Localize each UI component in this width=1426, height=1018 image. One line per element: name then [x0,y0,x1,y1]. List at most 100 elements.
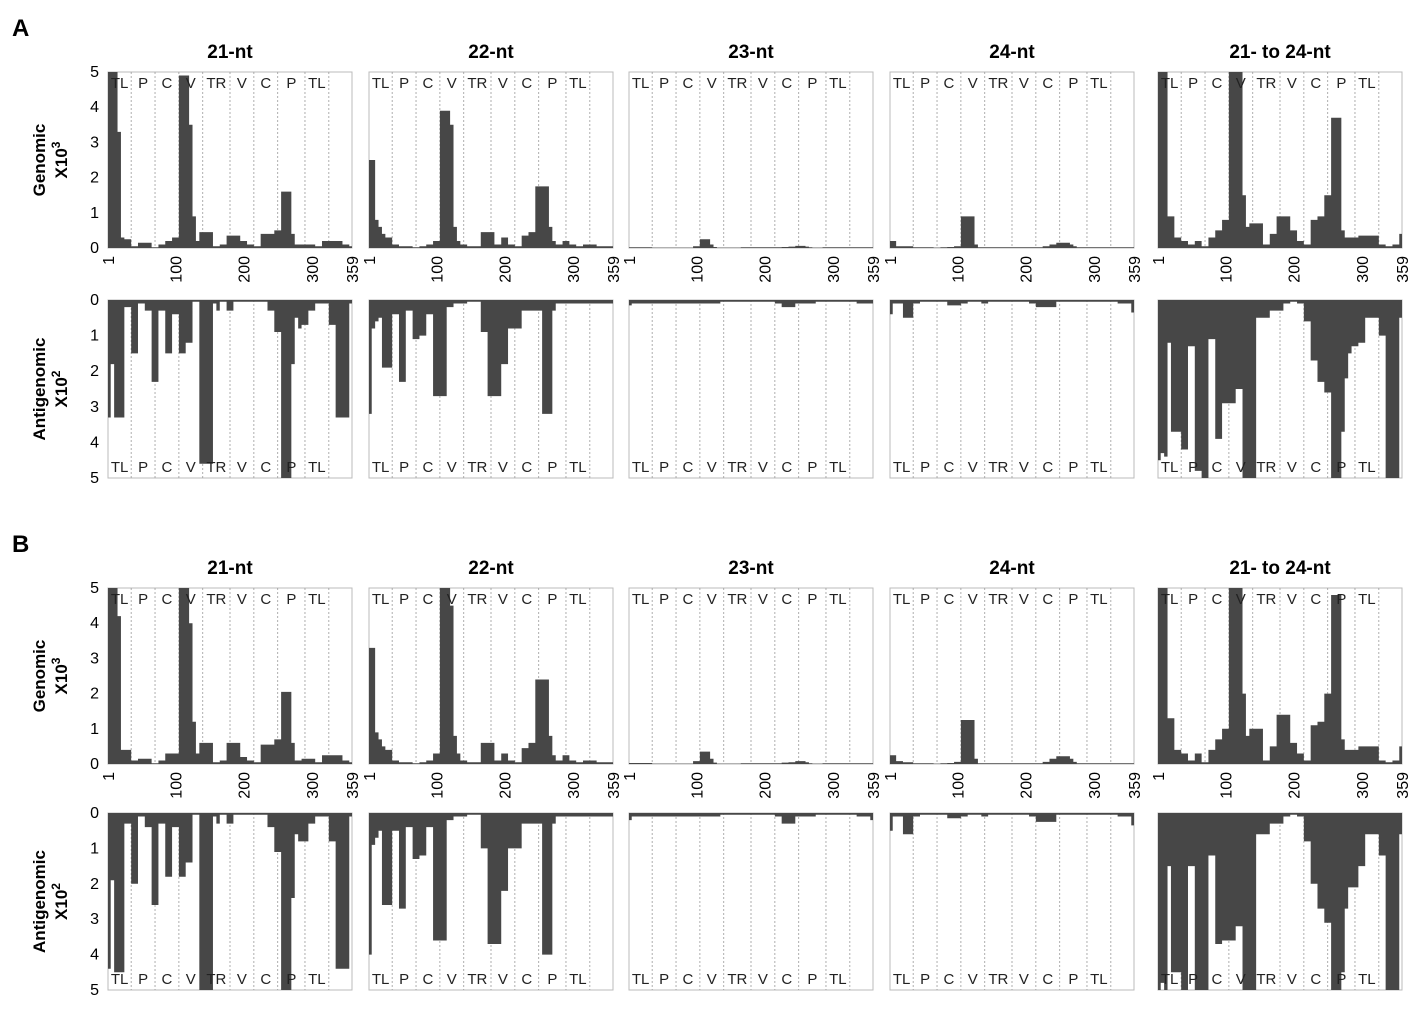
x-tick-label: 300 [566,772,583,799]
x-tick-label: 1 [622,772,639,781]
genomic-region-label: C [944,591,955,608]
x-tick-label: 1 [1151,256,1168,265]
x-tick-label: 100 [429,772,446,799]
antigenomic-series-area [108,813,352,990]
x-tick-label: 100 [168,772,185,799]
genomic-series-area [369,110,613,248]
antigenomic-region-label: P [807,971,817,988]
genomic-region-label: TL [1090,75,1108,92]
antigenomic-series-area [369,300,613,414]
antigenomic-region-label: P [659,459,669,476]
genomic-series-area [1158,588,1402,764]
genomic-region-label: C [1042,75,1053,92]
x-tick-label: 359 [866,256,883,283]
genomic-region-label: C [521,75,532,92]
genomic-region-label: P [1336,75,1346,92]
antigenomic-axis-scale: X102 [49,370,71,407]
genomic-region-label: C [944,75,955,92]
antigenomic-region-label: P [1068,459,1078,476]
genomic-region-label: TR [467,591,487,608]
antigenomic-region-label: P [286,971,296,988]
x-tick-label: 300 [1355,772,1372,799]
antigenomic-region-label: TR [1256,971,1276,988]
column-title: 22-nt [468,42,514,63]
antigenomic-region-label: TR [727,459,747,476]
genomic-region-label: TR [1256,75,1276,92]
x-tick-label: 1 [362,256,379,265]
antigenomic-region-label: P [138,971,148,988]
genomic-region-label: C [683,75,694,92]
antigenomic-region-label: TR [988,971,1008,988]
genomic-region-label: TR [988,75,1008,92]
antigenomic-region-label: C [260,971,271,988]
genomic-series-area [1158,72,1402,248]
x-tick-label: 300 [305,772,322,799]
x-tick-label: 300 [305,256,322,283]
antigenomic-region-label: V [447,971,457,988]
antigenomic-y-tick: 1 [90,328,99,345]
genomic-region-label: P [547,75,557,92]
column-title: 24-nt [989,558,1035,579]
genomic-y-tick: 2 [90,170,99,187]
x-tick-label: 100 [689,772,706,799]
genomic-region-label: C [1310,591,1321,608]
antigenomic-region-label: C [423,459,434,476]
x-tick-label: 100 [429,256,446,283]
genomic-region-label: TR [206,591,226,608]
genomic-region-label: P [1336,591,1346,608]
x-tick-label: 200 [758,256,775,283]
antigenomic-axis-scale: X102 [49,883,71,920]
antigenomic-series-area [369,813,613,955]
antigenomic-region-label: V [237,971,247,988]
genomic-region-label: V [707,75,717,92]
genomic-y-tick: 3 [90,650,99,667]
antigenomic-series-area [629,300,873,308]
genomic-y-tick: 0 [90,240,99,257]
genomic-region-label: TL [829,75,847,92]
genomic-region-label: TR [1256,591,1276,608]
x-tick-label: 300 [1355,256,1372,283]
antigenomic-region-label: TL [1358,971,1376,988]
x-tick-label: 359 [866,772,883,799]
antigenomic-region-label: TL [308,971,326,988]
genomic-y-tick: 1 [90,205,99,222]
x-tick-label: 300 [826,772,843,799]
genomic-region-label: V [758,75,768,92]
x-tick-label: 359 [606,256,623,283]
x-tick-label: 200 [237,772,254,799]
genomic-region-label: P [807,75,817,92]
antigenomic-region-label: V [498,459,508,476]
x-tick-label: 1 [362,772,379,781]
genomic-region-label: TL [1161,591,1179,608]
antigenomic-region-label: P [1188,459,1198,476]
genomic-region-label: P [659,591,669,608]
genomic-region-label: TL [632,75,650,92]
genomic-region-label: V [968,75,978,92]
x-tick-label: 100 [950,256,967,283]
x-tick-label: 300 [566,256,583,283]
genomic-region-label: TR [206,75,226,92]
antigenomic-y-tick: 4 [90,434,99,451]
antigenomic-y-tick: 5 [90,470,99,487]
x-tick-label: 200 [758,772,775,799]
antigenomic-region-label: C [1042,459,1053,476]
antigenomic-region-label: TR [467,971,487,988]
genomic-region-label: TL [632,591,650,608]
genomic-region-label: V [447,75,457,92]
antigenomic-region-label: TL [893,459,911,476]
x-tick-label: 100 [1218,256,1235,283]
antigenomic-region-label: P [920,971,930,988]
x-tick-label: 1 [883,772,900,781]
x-tick-label: 359 [1127,772,1144,799]
genomic-region-label: TL [1090,591,1108,608]
antigenomic-y-tick: 0 [90,805,99,822]
genomic-region-label: C [781,75,792,92]
antigenomic-region-label: V [237,459,247,476]
genomic-region-label: P [920,591,930,608]
column-title: 22-nt [468,558,514,579]
antigenomic-series-area [629,813,873,824]
genomic-region-label: V [498,591,508,608]
antigenomic-region-label: C [683,459,694,476]
genomic-region-label: V [1019,75,1029,92]
x-tick-label: 300 [826,256,843,283]
